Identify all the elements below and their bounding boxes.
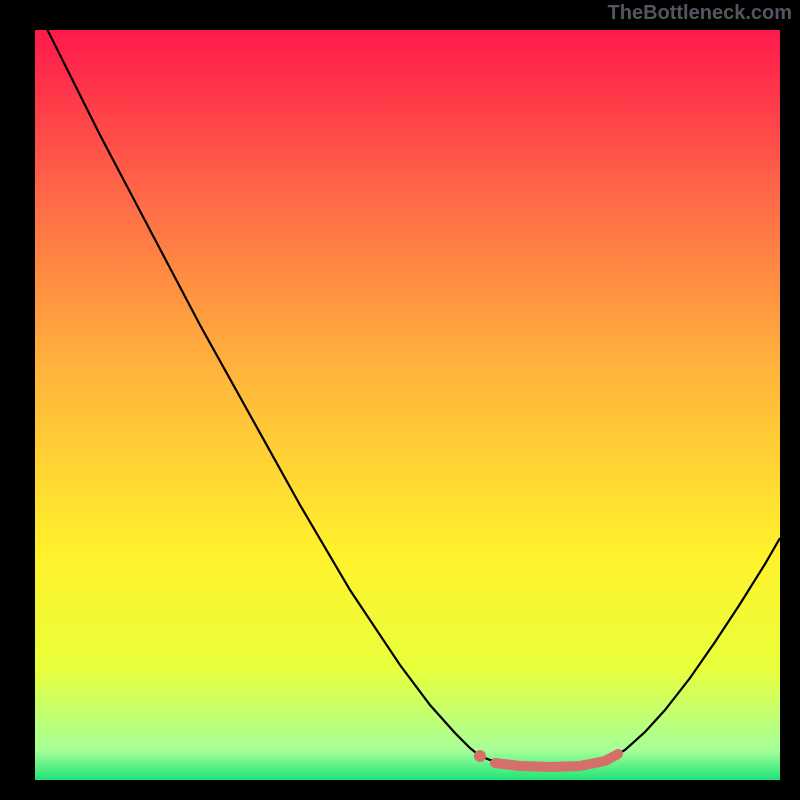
attribution-text: TheBottleneck.com (608, 2, 792, 25)
chart-root: { "attribution": "TheBottleneck.com", "c… (0, 0, 800, 800)
chart-background (35, 30, 780, 780)
bottleneck-chart (0, 0, 800, 800)
optimal-point-marker (474, 750, 486, 762)
